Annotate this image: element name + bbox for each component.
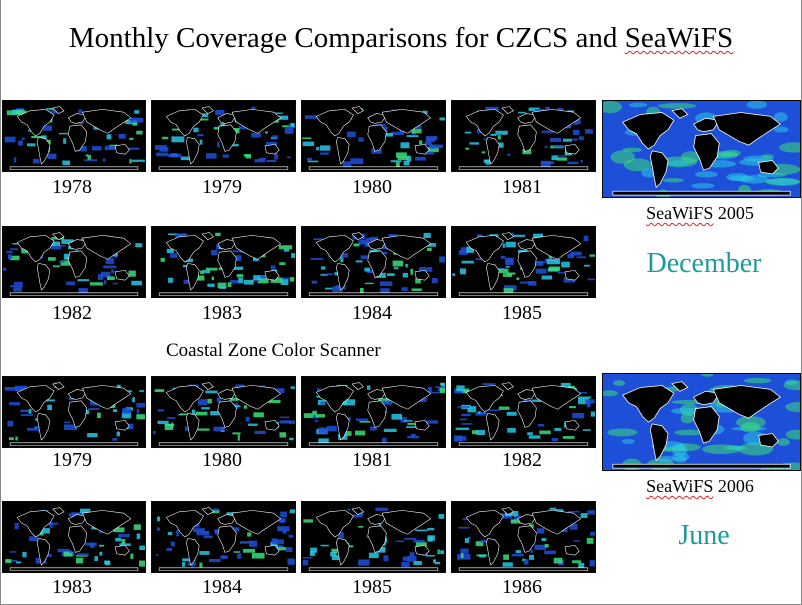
map-jun-1982 — [451, 376, 596, 448]
world-map-image — [603, 101, 800, 197]
map-dec-1978 — [2, 100, 146, 172]
world-map-image — [3, 232, 143, 296]
world-map-image — [458, 106, 593, 170]
seawifs-2006-label: SeaWiFS 2006 — [600, 476, 800, 497]
year-label: 1985 — [352, 576, 392, 598]
year-label: 1979 — [202, 176, 242, 198]
map-dec-1980 — [301, 100, 446, 172]
map-dec-1981 — [451, 100, 596, 172]
title-seawifs: SeaWiFS — [624, 22, 734, 54]
map-jun-1983 — [2, 501, 146, 573]
map-seawifs-2006 — [602, 373, 801, 471]
year-label: 1980 — [352, 176, 392, 198]
map-dec-1982 — [2, 226, 146, 298]
slide-title: Monthly Coverage Comparisons for CZCS an… — [0, 22, 802, 55]
world-map-image — [155, 507, 295, 571]
year-label: 1982 — [52, 302, 92, 324]
map-dec-1983 — [151, 226, 296, 298]
seawifs-name: SeaWiFS — [646, 476, 714, 496]
map-jun-1980 — [151, 376, 296, 448]
map-jun-1986 — [451, 501, 596, 573]
world-map-image — [457, 507, 595, 571]
seawifs-year: 2005 — [717, 203, 754, 223]
czcs-label: Coastal Zone Color Scanner — [166, 340, 381, 361]
title-text: Monthly Coverage Comparisons for CZCS an… — [68, 22, 625, 54]
world-map-image — [153, 382, 295, 446]
year-label: 1981 — [502, 176, 542, 198]
year-label: 1984 — [352, 302, 392, 324]
world-map-image — [5, 507, 145, 571]
year-label: 1984 — [202, 576, 242, 598]
seawifs-name: SeaWiFS — [646, 203, 714, 223]
world-map-image — [453, 382, 595, 446]
world-map-image — [4, 382, 145, 446]
world-map-image — [603, 374, 800, 470]
world-map-image — [4, 106, 145, 170]
world-map-image — [303, 382, 445, 446]
year-label: 1983 — [52, 576, 92, 598]
world-map-image — [158, 232, 295, 296]
world-map-image — [302, 507, 445, 571]
year-label: 1983 — [202, 302, 242, 324]
map-dec-1984 — [301, 226, 446, 298]
year-label: 1986 — [502, 576, 542, 598]
map-jun-1979 — [2, 376, 146, 448]
map-seawifs-2005 — [602, 100, 801, 198]
year-label: 1978 — [52, 176, 92, 198]
world-map-image — [452, 232, 595, 296]
month-label-june: June — [678, 520, 730, 551]
world-map-image — [302, 106, 445, 170]
map-dec-1979 — [151, 100, 296, 172]
map-jun-1981 — [301, 376, 446, 448]
world-map-image — [154, 106, 295, 170]
year-label: 1980 — [202, 449, 242, 471]
world-map-image — [308, 232, 445, 296]
year-label: 1982 — [502, 449, 542, 471]
seawifs-2005-label: SeaWiFS 2005 — [600, 203, 800, 224]
month-label-december: December — [646, 248, 762, 279]
map-dec-1985 — [451, 226, 596, 298]
year-label: 1979 — [52, 449, 92, 471]
year-label: 1981 — [352, 449, 392, 471]
slide-left-edge — [0, 0, 1, 605]
map-jun-1985 — [301, 501, 446, 573]
seawifs-year: 2006 — [717, 476, 754, 496]
map-jun-1984 — [151, 501, 296, 573]
year-label: 1985 — [502, 302, 542, 324]
